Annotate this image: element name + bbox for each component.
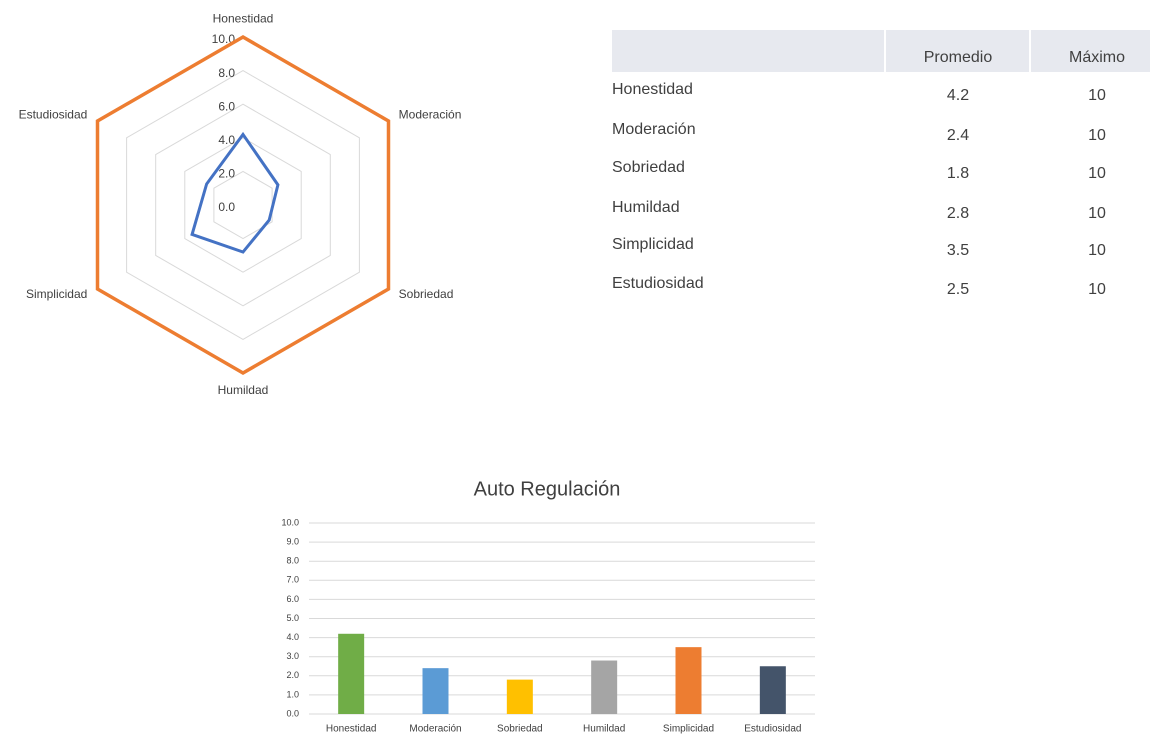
category-label: Sobriedad xyxy=(399,287,454,301)
y-tick-label: 7.0 xyxy=(286,575,299,585)
r-tick-label: 2.0 xyxy=(218,167,235,181)
row-label: Estudiosidad xyxy=(612,275,704,292)
r-tick-label: 0.0 xyxy=(218,200,235,214)
bar xyxy=(338,633,365,714)
y-tick-label: 0.0 xyxy=(286,708,299,718)
y-tick-label: 6.0 xyxy=(286,594,299,604)
table-cell: 2.5 xyxy=(947,281,969,298)
table-cell: 10 xyxy=(1088,127,1106,144)
r-tick-label: 10.0 xyxy=(212,32,236,46)
x-tick-label: Sobriedad xyxy=(497,724,543,734)
category-label: Honestidad xyxy=(213,11,274,25)
grid-ring xyxy=(184,137,302,273)
table-cell: 2.4 xyxy=(947,127,969,144)
y-tick-label: 8.0 xyxy=(286,556,299,566)
x-tick-label: Estudiosidad xyxy=(744,724,801,734)
table-header-band xyxy=(612,30,1150,72)
bar xyxy=(422,668,449,714)
row-label: Moderación xyxy=(612,121,696,138)
x-tick-label: Humildad xyxy=(583,724,625,734)
category-label: Simplicidad xyxy=(26,287,87,301)
table-cell: 10 xyxy=(1088,165,1106,182)
table-cell: 10 xyxy=(1088,281,1106,298)
grid-ring xyxy=(213,170,273,240)
y-tick-label: 5.0 xyxy=(286,613,299,623)
y-tick-label: 4.0 xyxy=(286,632,299,642)
y-tick-label: 1.0 xyxy=(286,689,299,699)
bar xyxy=(591,660,618,714)
bar xyxy=(675,647,702,714)
x-tick-label: Simplicidad xyxy=(663,724,714,734)
table-cell: 1.8 xyxy=(947,165,969,182)
row-label: Simplicidad xyxy=(612,236,694,253)
row-label: Sobriedad xyxy=(612,159,685,176)
table-cell: 2.8 xyxy=(947,205,969,222)
category-label: Moderación xyxy=(399,107,462,121)
table-header: Promedio xyxy=(924,49,993,66)
table-cell: 10 xyxy=(1088,87,1106,104)
grid-ring xyxy=(97,36,389,374)
r-tick-label: 6.0 xyxy=(218,99,235,113)
y-tick-label: 2.0 xyxy=(286,670,299,680)
table-header: Máximo xyxy=(1069,49,1125,66)
bar xyxy=(759,666,786,714)
category-label: Humildad xyxy=(218,383,269,397)
table-cell: 10 xyxy=(1088,205,1106,222)
grid-ring xyxy=(126,70,360,340)
radar-line xyxy=(190,131,280,254)
r-tick-label: 4.0 xyxy=(218,133,235,147)
grid-ring xyxy=(155,103,331,307)
r-tick-label: 8.0 xyxy=(218,66,235,80)
table-cell: 10 xyxy=(1088,242,1106,259)
table-cell: 3.5 xyxy=(947,242,969,259)
radar-line xyxy=(95,34,391,376)
table-cell: 4.2 xyxy=(947,87,969,104)
y-tick-label: 3.0 xyxy=(286,651,299,661)
bar xyxy=(506,679,533,714)
row-label: Humildad xyxy=(612,199,680,216)
row-label: Honestidad xyxy=(612,81,693,98)
y-tick-label: 9.0 xyxy=(286,536,299,546)
category-label: Estudiosidad xyxy=(19,107,88,121)
chart-title: Auto Regulación xyxy=(474,478,621,500)
x-tick-label: Moderación xyxy=(409,724,461,734)
x-tick-label: Honestidad xyxy=(326,724,377,734)
y-tick-label: 10.0 xyxy=(281,517,299,527)
